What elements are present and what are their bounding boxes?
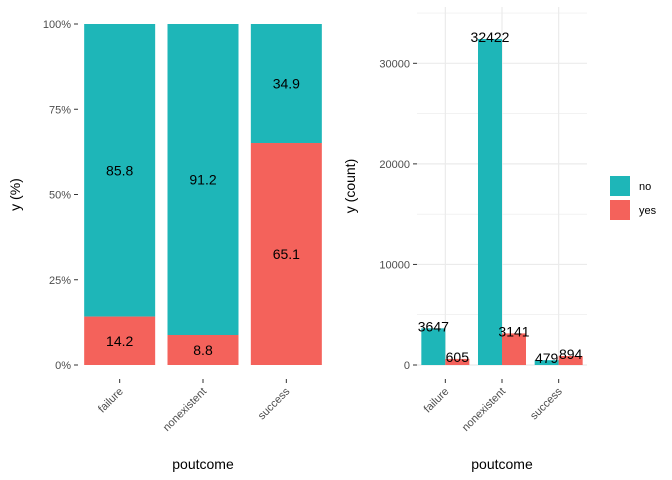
bar-yes [84,316,156,365]
x-tick-label: failure [96,386,126,416]
percent-stacked-bar-panel: 0% 25% 50% 75% 100% 85.8 14.2 failure 91.2 8.8 non… [7,19,322,472]
data-label-no: 91.2 [189,171,216,187]
y-tick-label: 10000 [379,259,410,271]
bar-no [478,38,502,366]
y-tick-label: 30000 [379,58,410,70]
bar-no [421,328,446,365]
data-label-yes: 14.2 [106,333,133,349]
y-tick-label: 50% [49,190,71,202]
legend-swatch-yes [610,200,630,220]
x-tick-label: success [256,385,293,422]
bar-yes [167,334,239,365]
bar-no [167,24,239,335]
data-label-no: 85.8 [106,162,133,178]
data-label-no: 3647 [418,318,449,334]
bar-yes [558,356,583,365]
data-label-yes: 605 [446,349,470,365]
y-tick-label: 0 [404,360,410,372]
legend: no yes [610,176,657,220]
data-label-no: 479 [535,350,559,366]
bar-yes [445,358,470,365]
x-tick-label: failure [422,386,452,416]
x-tick-label: nonexistent [161,386,209,434]
data-label-no: 32422 [471,29,510,45]
y-tick-label: 25% [49,275,71,287]
data-label-yes: 8.8 [193,342,213,358]
legend-label-no: no [639,181,651,193]
bar-no [250,24,322,144]
legend-swatch-no [610,176,630,196]
y-axis-title: y (count) [342,159,358,213]
y-tick-label: 0% [55,360,71,372]
x-tick-label: success [528,385,565,422]
y-tick-label: 75% [49,104,71,116]
x-axis-title: poutcome [471,456,533,472]
data-label-yes: 3141 [498,323,529,339]
y-tick-label: 20000 [379,159,410,171]
bar-yes [250,143,322,365]
data-label-yes: 894 [559,346,583,362]
bar-no [534,360,559,365]
legend-label-yes: yes [639,205,657,217]
y-tick-label: 100% [43,19,71,31]
data-label-yes: 65.1 [273,246,300,262]
data-label-no: 34.9 [273,76,300,92]
bar-yes [502,333,526,365]
count-dodged-bar-panel: 0 10000 20000 30000 3647 605 failure 32422 3141 n… [342,7,587,472]
x-tick-label: nonexistent [460,386,508,434]
y-axis-title: y (%) [7,178,23,211]
x-axis-title: poutcome [172,456,234,472]
bar-no [84,24,156,317]
